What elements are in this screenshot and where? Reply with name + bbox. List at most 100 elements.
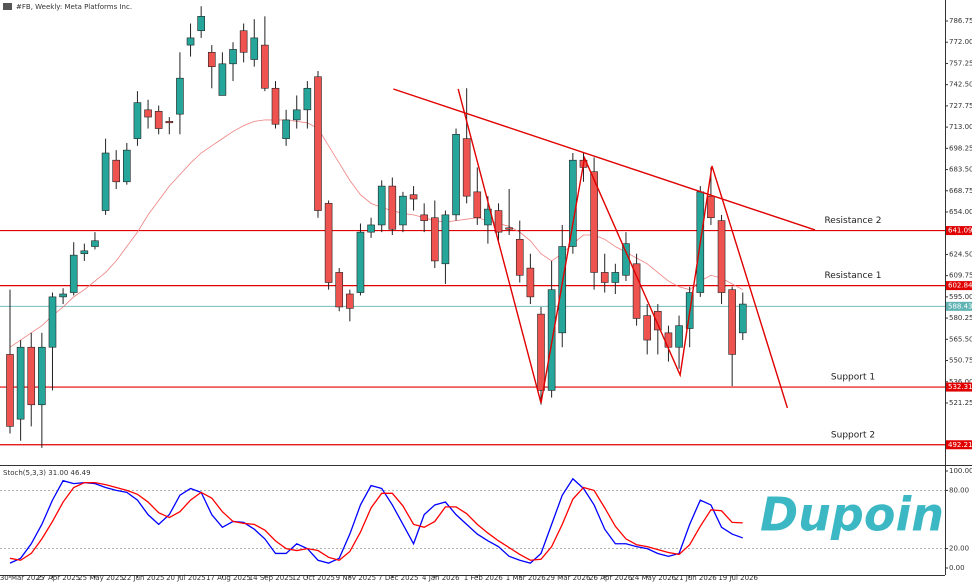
y-tick-label: 624.50	[949, 250, 972, 258]
x-tick-label: 24 May 2026	[630, 574, 676, 582]
y-tick-label: 521.25	[949, 399, 972, 407]
x-tick-label: 4 Jan 2026	[422, 574, 460, 582]
candle-body	[324, 203, 333, 283]
candle-body	[494, 210, 503, 233]
y-tick-label: 550.75	[949, 357, 972, 365]
x-tick-label: 12 Oct 2025	[292, 574, 335, 582]
candle-body	[250, 37, 259, 60]
candle-body	[80, 250, 89, 255]
level-tag-label: 492.21	[948, 441, 972, 449]
candle-body	[207, 51, 216, 67]
candle-body	[399, 195, 407, 226]
candle-body	[239, 30, 248, 53]
x-tick-label: 20 Jul 2025	[166, 574, 206, 582]
candle-body	[643, 315, 652, 341]
trendline	[457, 88, 789, 409]
y-tick-label: 100.00	[949, 467, 972, 475]
candle-body	[632, 263, 641, 319]
candle-body	[292, 109, 301, 121]
y-tick-label: 683.50	[949, 166, 972, 174]
candle-body	[346, 293, 354, 309]
y-tick-label: 80.00	[949, 486, 969, 494]
y-tick-label: 698.25	[949, 144, 972, 152]
x-tick-label: 1 Mar 2026	[506, 574, 546, 582]
y-tick-label: 565.50	[949, 335, 972, 343]
y-tick-label: 20.00	[949, 545, 969, 553]
candle-body	[515, 239, 524, 276]
y-tick-label: 713.00	[949, 123, 972, 131]
y-tick-label: 536.00	[949, 378, 972, 386]
y-tick-label: 0.00	[949, 564, 965, 572]
candle-body	[27, 346, 36, 406]
x-tick-label: 30 Mar 2025	[0, 574, 44, 582]
candle-body	[622, 243, 630, 276]
candle-body	[707, 195, 715, 219]
x-tick-label: 14 Sep 2025	[249, 574, 293, 582]
x-tick-label: 17 Aug 2025	[206, 574, 251, 582]
y-tick-label: 609.75	[949, 272, 972, 280]
level-tag-label: 532.31	[948, 383, 972, 391]
level-label: Resistance 1	[824, 271, 881, 281]
candle-body	[377, 185, 386, 226]
candle-body	[218, 63, 227, 96]
y-tick-label: 786.75	[949, 17, 972, 25]
candle-body	[6, 354, 14, 427]
candle-body	[69, 254, 78, 293]
x-tick-label: 27 Apr 2025	[37, 574, 80, 582]
x-tick-label: 22 Jun 2025	[122, 574, 164, 582]
candle-body	[462, 138, 471, 197]
y-tick-label: 668.75	[949, 187, 972, 195]
x-tick-label: 7 Dec 2025	[378, 574, 418, 582]
candle-body	[144, 109, 152, 118]
candle-body	[441, 214, 450, 265]
candle-body	[176, 77, 184, 115]
candle-body	[420, 214, 428, 221]
y-tick-label: 595.00	[949, 293, 972, 301]
stoch-line	[9, 481, 743, 561]
candle-body	[590, 171, 598, 273]
y-tick-label: 654.00	[949, 208, 972, 216]
current-price-tag	[946, 301, 972, 311]
y-tick-label: 580.25	[949, 314, 972, 322]
x-tick-label: 9 Nov 2025	[336, 574, 376, 582]
candle-body	[728, 289, 736, 355]
candle-body	[526, 267, 535, 298]
candle-body	[611, 272, 620, 283]
candle-body	[59, 293, 67, 298]
y-tick-label: 772.00	[949, 38, 972, 46]
candle-body	[112, 159, 120, 183]
y-tick-label: 757.25	[949, 59, 972, 67]
x-tick-label: 21 Jun 2026	[675, 574, 718, 582]
candle-body	[717, 220, 726, 293]
x-tick-label: 26 Apr 2026	[589, 574, 633, 582]
level-label: Resistance 2	[824, 216, 881, 226]
candle-body	[133, 102, 142, 139]
level-tag	[946, 440, 972, 450]
level-label: Support 1	[831, 373, 875, 383]
level-tag-label: 641.09	[948, 227, 972, 235]
current-price-label: 588.43	[948, 302, 972, 310]
candle-body	[335, 272, 344, 308]
candle-body	[101, 152, 110, 211]
candle-body	[165, 121, 174, 124]
candle-body	[654, 310, 662, 331]
indicator-title: Stoch(5,3,3) 31.00 46.49	[3, 469, 91, 477]
level-tag	[946, 382, 972, 392]
candle-body	[388, 185, 397, 230]
level-label: Support 2	[831, 430, 875, 440]
candle-body	[48, 296, 57, 348]
candle-body	[16, 346, 25, 420]
candle-body	[537, 313, 545, 391]
candle-body	[356, 231, 365, 293]
logo: Dupoin	[760, 488, 944, 542]
y-tick-label: 742.50	[949, 81, 972, 89]
candle-body	[738, 303, 747, 334]
candle-body	[367, 224, 375, 233]
candle-body	[473, 191, 482, 219]
candle-body	[38, 346, 46, 406]
candle-body	[558, 246, 567, 334]
candle-body	[154, 110, 163, 129]
